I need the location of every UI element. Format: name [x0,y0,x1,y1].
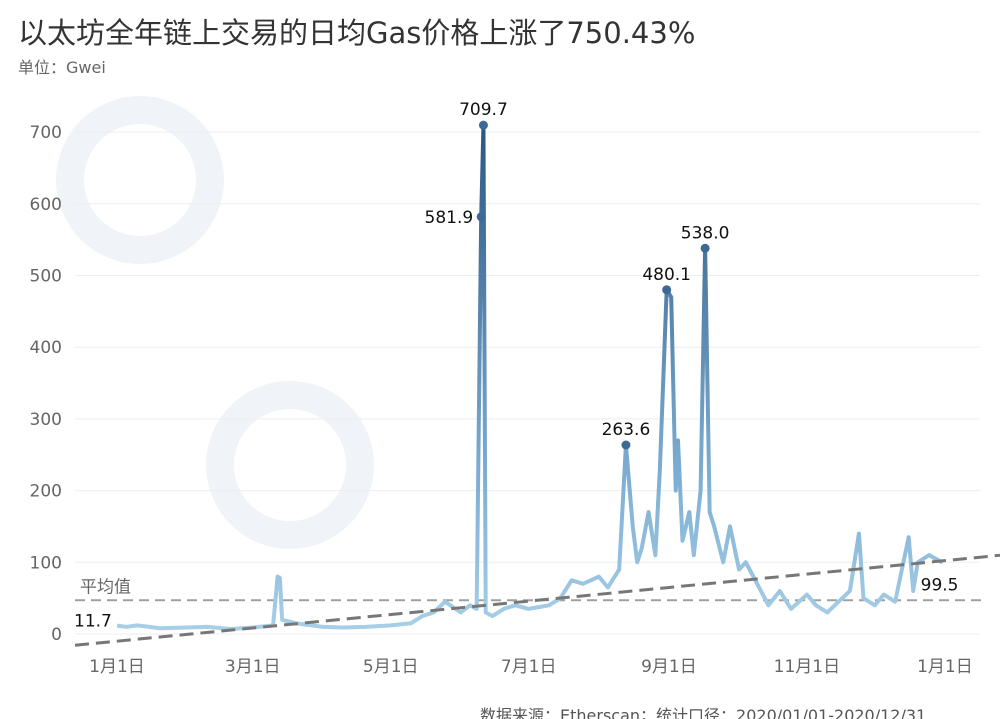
data-point-marker [476,212,486,222]
data-label: 11.7 [74,612,112,632]
average-label: 平均值 [80,577,131,597]
x-tick-label: 11月1日 [774,657,840,677]
y-tick-label: 200 [30,482,62,502]
y-tick-label: 500 [30,267,62,287]
watermark-logo-padata [56,96,224,264]
data-point-marker [700,243,710,253]
x-tick-label: 9月1日 [641,657,697,677]
y-tick-label: 0 [51,625,62,645]
series-line [116,123,944,631]
data-point-marker [662,285,672,295]
y-tick-label: 400 [30,338,62,358]
y-tick-label: 700 [30,123,62,143]
x-tick-label: 1月1日 [89,657,145,677]
watermark-logo-panews [206,381,374,549]
unit-label: 单位：Gwei [18,58,106,77]
source-note: 数据来源：Etherscan；统计口径：2020/01/01-2020/12/3… [480,706,927,719]
x-tick-label: 7月1日 [501,657,557,677]
x-tick-label: 5月1日 [363,657,419,677]
y-tick-label: 300 [30,410,62,430]
data-point-marker [621,440,631,450]
data-point-marker [478,120,488,130]
y-tick-label: 100 [30,553,62,573]
data-label: 99.5 [921,576,959,596]
x-tick-label: 3月1日 [225,657,281,677]
trend-line [74,553,1000,647]
data-label: 480.1 [642,265,691,285]
data-label: 581.9 [425,208,474,228]
chart-title: 以太坊全年链上交易的日均Gas价格上涨了750.43% [18,16,696,50]
data-label: 263.6 [602,420,651,440]
x-tick-label: 1月1日 [917,657,973,677]
data-label: 538.0 [681,223,730,243]
y-tick-label: 600 [30,195,62,215]
data-label: 709.7 [459,100,508,120]
